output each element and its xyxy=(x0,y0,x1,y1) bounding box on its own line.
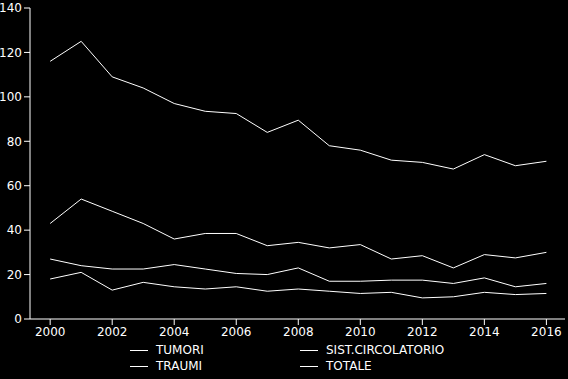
svg-text:120: 120 xyxy=(8,46,22,60)
svg-text:0: 0 xyxy=(14,312,22,326)
svg-text:2002: 2002 xyxy=(97,325,128,339)
svg-text:140: 140 xyxy=(8,1,22,15)
svg-text:2008: 2008 xyxy=(283,325,314,339)
html-text:TOTALE: TOTALE xyxy=(326,359,372,373)
svg-text:2000: 2000 xyxy=(35,325,66,339)
svg-text:100: 100 xyxy=(8,90,22,104)
svg-text:2014: 2014 xyxy=(469,325,500,339)
svg-text:2016: 2016 xyxy=(531,325,560,339)
svg-text:80: 80 xyxy=(8,135,22,149)
svg-text:60: 60 xyxy=(8,179,22,193)
svg-text:2006: 2006 xyxy=(221,325,252,339)
svg-text:40: 40 xyxy=(8,223,22,237)
svg-text:2010: 2010 xyxy=(345,325,376,339)
svg-text:2012: 2012 xyxy=(407,325,438,339)
svg-text:2004: 2004 xyxy=(159,325,190,339)
svg-text:20: 20 xyxy=(8,268,22,282)
html-text:TRAUMI: TRAUMI xyxy=(156,359,203,373)
html-text:TUMORI: TUMORI xyxy=(156,343,204,357)
html-text:SIST.CIRCOLATORIO: SIST.CIRCOLATORIO xyxy=(326,343,445,357)
